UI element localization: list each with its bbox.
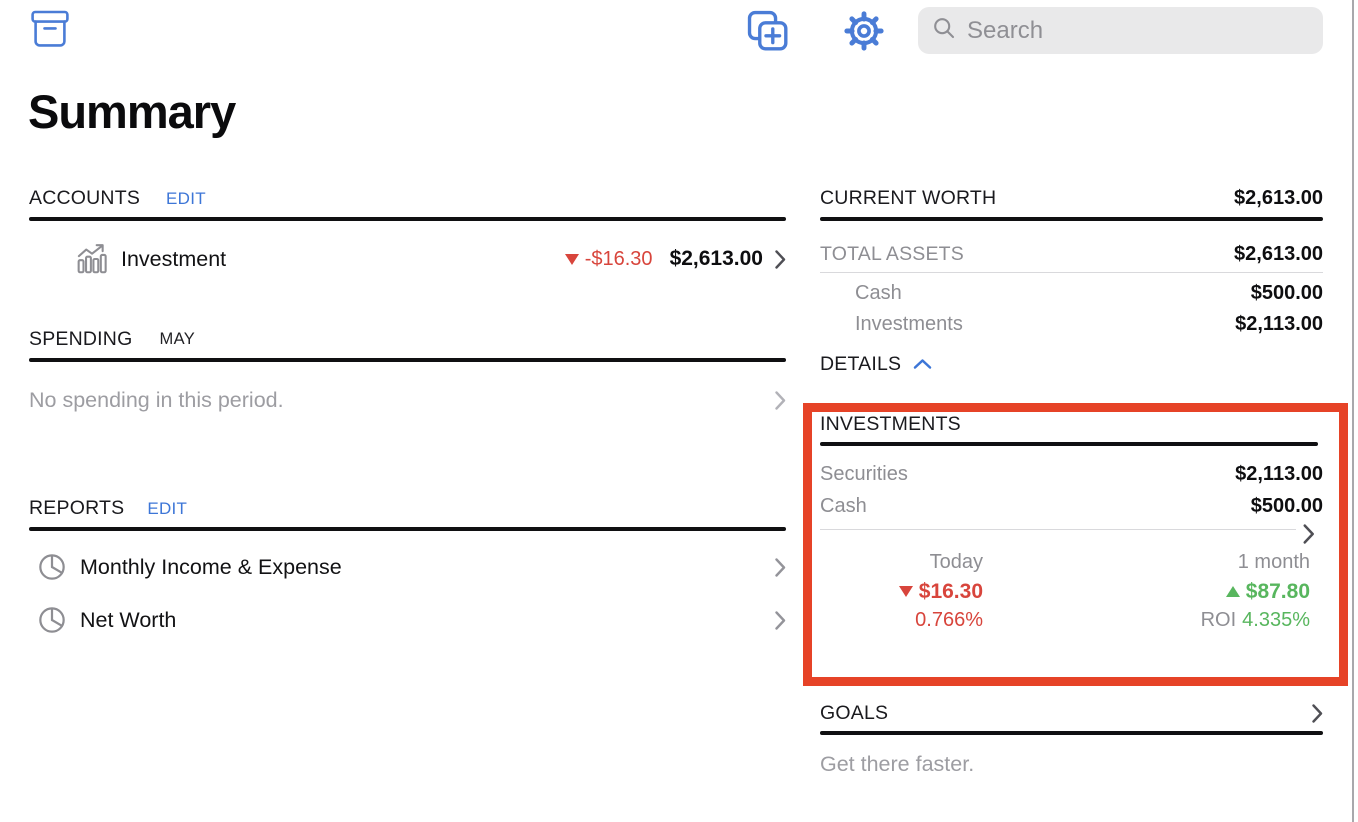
- spending-period-label[interactable]: MAY: [159, 330, 196, 348]
- investments-section-header: INVESTMENTS: [820, 412, 1323, 446]
- cash-value: $500.00: [1250, 495, 1323, 517]
- search-input[interactable]: [965, 15, 1309, 46]
- today-change: $16.30: [820, 576, 983, 607]
- chevron-right-icon: [1312, 703, 1323, 723]
- current-worth-header: CURRENT WORTH $2,613.00: [820, 186, 1323, 221]
- up-triangle-icon: [1225, 586, 1240, 597]
- securities-label: Securities: [820, 463, 908, 485]
- asset-label: Cash: [855, 281, 902, 304]
- chevron-right-icon: [775, 390, 786, 410]
- pie-chart-icon: [38, 606, 66, 634]
- account-name: Investment: [121, 246, 227, 271]
- reports-edit-button[interactable]: EDIT: [147, 498, 188, 518]
- investments-header-label: INVESTMENTS: [820, 412, 961, 435]
- spending-rule: [29, 358, 786, 362]
- asset-value: $2,113.00: [1235, 312, 1323, 335]
- chevron-right-icon[interactable]: [1303, 524, 1315, 544]
- accounts-edit-button[interactable]: EDIT: [166, 188, 206, 208]
- asset-value: $500.00: [1250, 281, 1323, 304]
- total-assets-row: TOTAL ASSETS $2,613.00: [820, 241, 1323, 267]
- account-change: -$16.30: [564, 248, 653, 271]
- reports-header-label: REPORTS: [29, 497, 125, 519]
- details-label: DETAILS: [820, 352, 902, 375]
- report-row-net-worth[interactable]: Net Worth: [29, 597, 786, 643]
- plus-square-on-square-icon: [747, 10, 789, 55]
- goals-header[interactable]: GOALS: [820, 700, 1323, 735]
- search-bar[interactable]: [918, 7, 1323, 54]
- reports-header: REPORTS EDIT: [29, 496, 786, 531]
- investments-separator: [820, 529, 1296, 530]
- spending-header-label: SPENDING: [29, 328, 133, 350]
- one-month-label: 1 month: [1237, 550, 1310, 573]
- archive-button[interactable]: [30, 9, 70, 54]
- investments-rule: [820, 442, 1318, 446]
- asset-label: Investments: [855, 312, 963, 335]
- chevron-right-icon: [775, 249, 786, 269]
- total-assets-label: TOTAL ASSETS: [820, 242, 965, 265]
- account-value: $2,613.00: [669, 247, 763, 270]
- total-assets-value: $2,613.00: [1234, 242, 1323, 265]
- spending-empty-text: No spending in this period.: [29, 387, 284, 412]
- spending-empty-row[interactable]: No spending in this period.: [29, 378, 786, 422]
- report-row-monthly-income-expense[interactable]: Monthly Income & Expense: [29, 544, 786, 590]
- one-month-roi: ROI 4.335%: [983, 607, 1323, 634]
- current-worth-rule: [820, 217, 1323, 221]
- spending-header: SPENDING MAY: [29, 327, 786, 362]
- accounts-header-label: ACCOUNTS: [29, 187, 141, 209]
- gear-icon: [843, 10, 885, 55]
- asset-row-cash: Cash $500.00: [820, 280, 1323, 306]
- goals-subtitle: Get there faster.: [820, 752, 975, 776]
- asset-row-investments: Investments $2,113.00: [820, 311, 1323, 337]
- current-worth-label: CURRENT WORTH: [820, 187, 997, 209]
- current-worth-value: $2,613.00: [1234, 187, 1323, 209]
- roi-label: ROI: [1200, 609, 1237, 631]
- goals-label: GOALS: [820, 701, 889, 724]
- details-toggle[interactable]: DETAILS: [820, 351, 1323, 377]
- search-icon: [932, 16, 956, 45]
- investments-performance: Today 1 month $16.30 $87.80 0.766% ROI 4…: [820, 548, 1323, 634]
- accounts-rule: [29, 217, 786, 221]
- report-label: Monthly Income & Expense: [80, 554, 342, 579]
- archive-box-icon: [31, 9, 69, 54]
- down-triangle-icon: [898, 586, 913, 597]
- account-row-investment[interactable]: Investment -$16.30 $2,613.00: [29, 234, 786, 284]
- securities-value: $2,113.00: [1235, 463, 1323, 485]
- investments-row-cash: Cash $500.00: [820, 493, 1323, 520]
- panel-edge-divider: [1352, 0, 1354, 822]
- total-assets-separator: [820, 272, 1323, 273]
- goals-rule: [820, 731, 1323, 735]
- report-label: Net Worth: [80, 607, 177, 632]
- roi-percent: 4.335%: [1242, 609, 1310, 631]
- settings-button[interactable]: [842, 10, 886, 54]
- page-title: Summary: [28, 85, 236, 138]
- one-month-change: $87.80: [983, 576, 1323, 607]
- investment-chart-icon: [77, 244, 108, 274]
- chevron-up-icon: [913, 358, 932, 370]
- today-percent: 0.766%: [915, 609, 983, 631]
- investments-row-securities: Securities $2,113.00: [820, 461, 1323, 488]
- accounts-header: ACCOUNTS EDIT: [29, 186, 786, 221]
- cash-label: Cash: [820, 495, 867, 517]
- reports-rule: [29, 527, 786, 531]
- pie-chart-icon: [38, 553, 66, 581]
- add-document-button[interactable]: [746, 10, 790, 54]
- chevron-right-icon: [775, 557, 786, 577]
- chevron-right-icon: [775, 610, 786, 630]
- down-triangle-icon: [564, 253, 579, 265]
- today-label: Today: [929, 550, 983, 573]
